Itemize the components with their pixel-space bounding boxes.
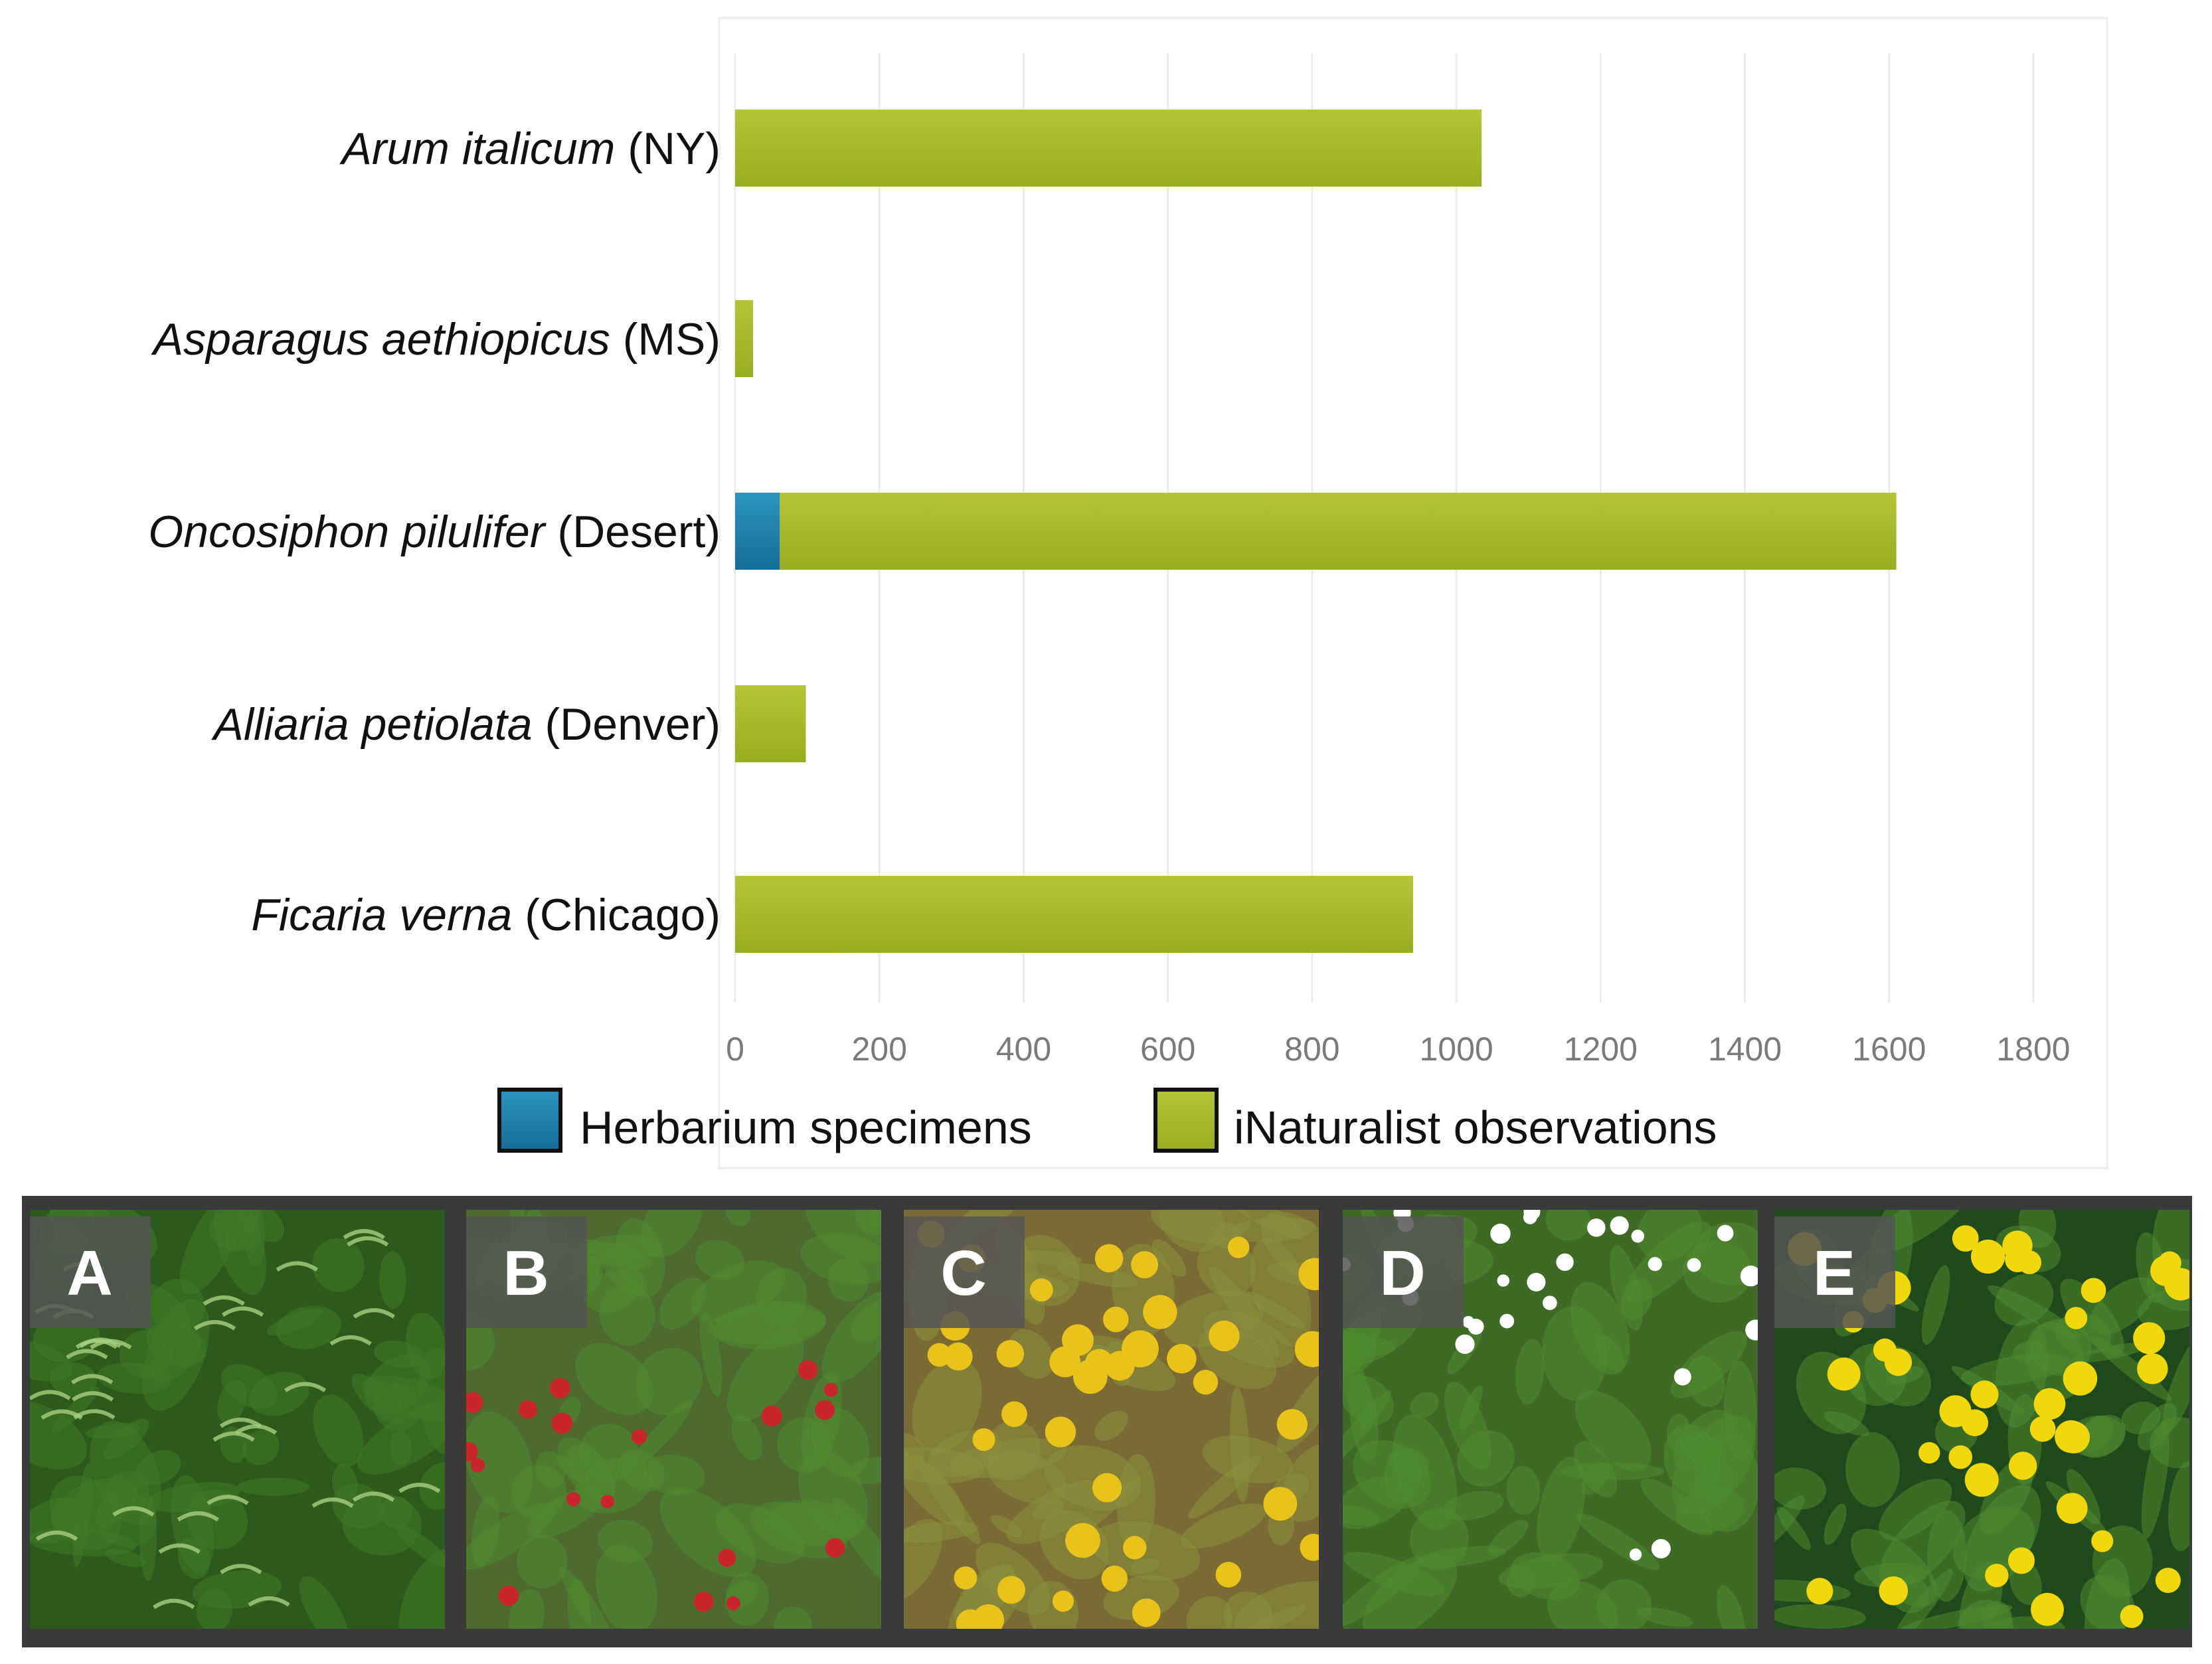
legend-swatch-herbarium — [497, 1088, 562, 1153]
species-name: Oncosiphon pilulifer — [148, 507, 547, 557]
photo-panel-e: E — [1774, 1210, 2189, 1629]
x-tick-label: 1400 — [1708, 1031, 1782, 1068]
panel-letter-badge — [1343, 1216, 1464, 1328]
category-label: Arum italicum (NY) — [339, 124, 721, 174]
photo-panel-a: A — [30, 1210, 445, 1629]
region-name: (Desert) — [545, 507, 721, 557]
legend: Herbarium specimens iNaturalist observat… — [497, 1088, 1717, 1153]
panel-letter: E — [1813, 1238, 1855, 1309]
photo-panel-d: D — [1343, 1210, 1758, 1629]
x-tick-label: 1600 — [1852, 1031, 1926, 1068]
category-label: Oncosiphon pilulifer (Desert) — [148, 507, 721, 557]
bar-inaturalist — [735, 876, 1413, 953]
category-label: Alliaria petiolata (Denver) — [211, 699, 721, 750]
x-tick-label: 400 — [996, 1031, 1051, 1068]
photo-panel-c: C — [904, 1210, 1319, 1629]
category-label: Asparagus aethiopicus (MS) — [151, 314, 721, 365]
species-name: Asparagus aethiopicus — [151, 314, 610, 365]
category-label: Ficaria verna (Chicago) — [251, 890, 721, 940]
bars — [735, 110, 1897, 953]
bar-inaturalist — [735, 300, 754, 377]
species-name: Arum italicum — [339, 124, 615, 174]
panel-letter: B — [503, 1238, 549, 1309]
panel-letter-badge — [904, 1216, 1025, 1328]
bar-inaturalist — [735, 110, 1482, 187]
panel-letter: D — [1379, 1238, 1425, 1309]
arum-leaves-photo — [30, 1210, 445, 1629]
ficaria-flowers-photo — [1774, 1210, 2189, 1629]
x-tick-label: 1000 — [1419, 1031, 1493, 1068]
x-tick-labels: 0 200 400 600 800 1000 1200 1400 1600 1800 — [726, 1031, 2071, 1068]
panel-letter: C — [940, 1238, 986, 1309]
category-labels: Arum italicum (NY) Asparagus aethiopicus … — [148, 124, 721, 940]
region-name: (NY) — [615, 124, 721, 174]
legend-label-inaturalist: iNaturalist observations — [1234, 1102, 1717, 1153]
asparagus-berries-photo — [466, 1210, 881, 1629]
region-name: (Denver) — [533, 699, 721, 750]
alliaria-flowers-photo — [1343, 1210, 1758, 1629]
region-name: (MS) — [610, 314, 721, 365]
legend-label-herbarium: Herbarium specimens — [580, 1102, 1032, 1153]
photo-panel-b: B — [466, 1210, 881, 1629]
x-tick-label: 1800 — [1996, 1031, 2070, 1068]
x-tick-label: 1200 — [1564, 1031, 1638, 1068]
panel-letter: A — [66, 1238, 112, 1309]
species-name: Alliaria petiolata — [211, 699, 533, 750]
legend-swatch-inaturalist — [1153, 1088, 1219, 1153]
chart-frame — [718, 17, 2108, 1169]
species-name: Ficaria verna — [251, 890, 512, 940]
bar-herbarium — [735, 493, 780, 570]
panel-letter-badge — [30, 1216, 151, 1328]
oncosiphon-flowers-photo — [904, 1210, 1319, 1629]
panel-letter-badge — [1774, 1216, 1895, 1328]
bar-inaturalist — [780, 493, 1897, 570]
bar-inaturalist — [735, 685, 806, 762]
x-tick-label: 0 — [726, 1031, 744, 1068]
photo-panels: A B C D E — [30, 1210, 2189, 1629]
panel-letter-badge — [466, 1216, 587, 1328]
x-tick-label: 600 — [1140, 1031, 1195, 1068]
x-tick-label: 800 — [1284, 1031, 1339, 1068]
region-name: (Chicago) — [512, 890, 721, 940]
x-tick-label: 200 — [852, 1031, 907, 1068]
